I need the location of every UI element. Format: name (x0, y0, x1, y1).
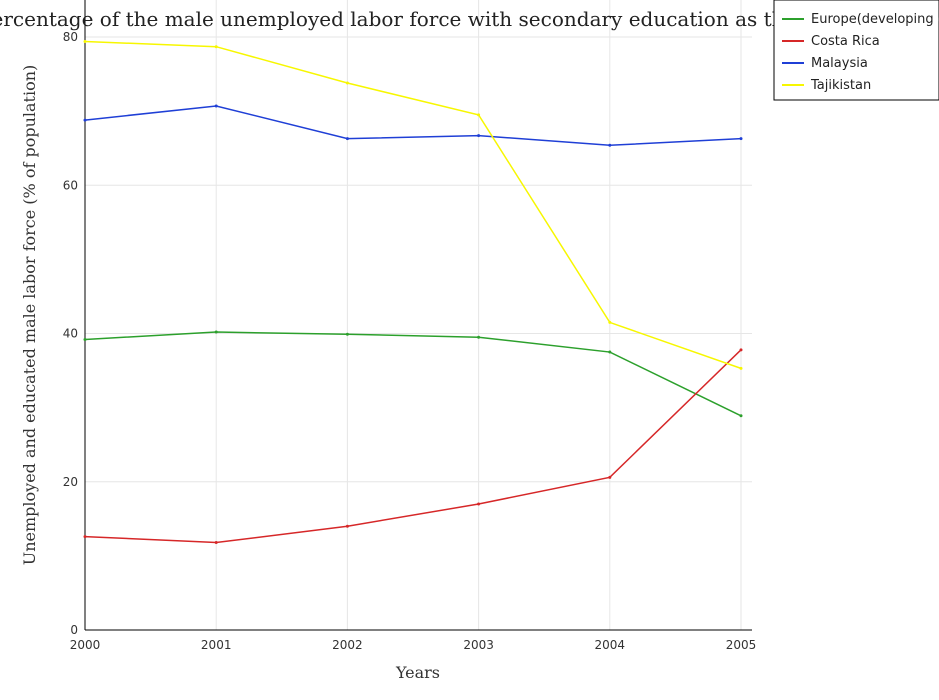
legend-label: Costa Rica (811, 34, 880, 49)
y-axis-label: Unemployed and educated male labor force… (20, 65, 39, 566)
series-line (84, 331, 742, 417)
data-point (345, 524, 349, 528)
y-tick-label: 80 (63, 30, 78, 44)
data-point (739, 414, 743, 418)
data-point (214, 330, 218, 334)
y-tick-label: 40 (63, 327, 78, 341)
axes (84, 0, 752, 631)
data-point (83, 337, 87, 341)
data-point (608, 475, 612, 479)
legend-label: Europe(developing only) (811, 12, 939, 27)
series-line (84, 40, 742, 370)
data-point (214, 104, 218, 108)
data-point (83, 535, 87, 539)
x-tick-label: 2002 (332, 638, 363, 652)
x-tick-label: 2005 (726, 638, 757, 652)
series (83, 40, 743, 545)
data-point (608, 143, 612, 147)
data-point (608, 350, 612, 354)
data-point (214, 45, 218, 49)
data-point (83, 118, 87, 122)
legend-label: Malaysia (811, 56, 868, 71)
series-costa-rica (83, 348, 743, 545)
data-point (608, 320, 612, 324)
data-point (345, 137, 349, 141)
data-point (477, 134, 481, 138)
data-point (739, 348, 743, 352)
series-malaysia (83, 104, 743, 147)
data-point (83, 40, 87, 44)
legend-box (773, 0, 939, 101)
x-tick-label: 2000 (70, 638, 101, 652)
data-point (214, 541, 218, 545)
y-tick-label: 60 (63, 178, 78, 192)
series-line (84, 105, 742, 147)
data-point (477, 502, 481, 506)
x-ticks: 2000 2001 2002 2003 2004 2005 (70, 638, 757, 652)
series-europe-developing-only- (83, 330, 743, 418)
data-point (477, 113, 481, 117)
x-axis-label: Years (395, 663, 440, 682)
legend: Europe(developing only) Costa Rica Malaysi… (773, 0, 939, 101)
series-tajikistan (83, 40, 743, 370)
y-tick-label: 20 (63, 475, 78, 489)
data-point (739, 137, 743, 141)
legend-label: Tajikistan (810, 78, 871, 93)
x-tick-label: 2003 (463, 638, 494, 652)
y-ticks: 0 20 40 60 80 (63, 30, 78, 637)
x-tick-label: 2004 (595, 638, 626, 652)
data-point (345, 81, 349, 85)
data-point (345, 332, 349, 336)
y-tick-label: 0 (70, 623, 78, 637)
x-tick-label: 2001 (201, 638, 232, 652)
series-line (84, 349, 742, 544)
data-point (477, 335, 481, 339)
grid (84, 0, 752, 631)
data-point (739, 366, 743, 370)
